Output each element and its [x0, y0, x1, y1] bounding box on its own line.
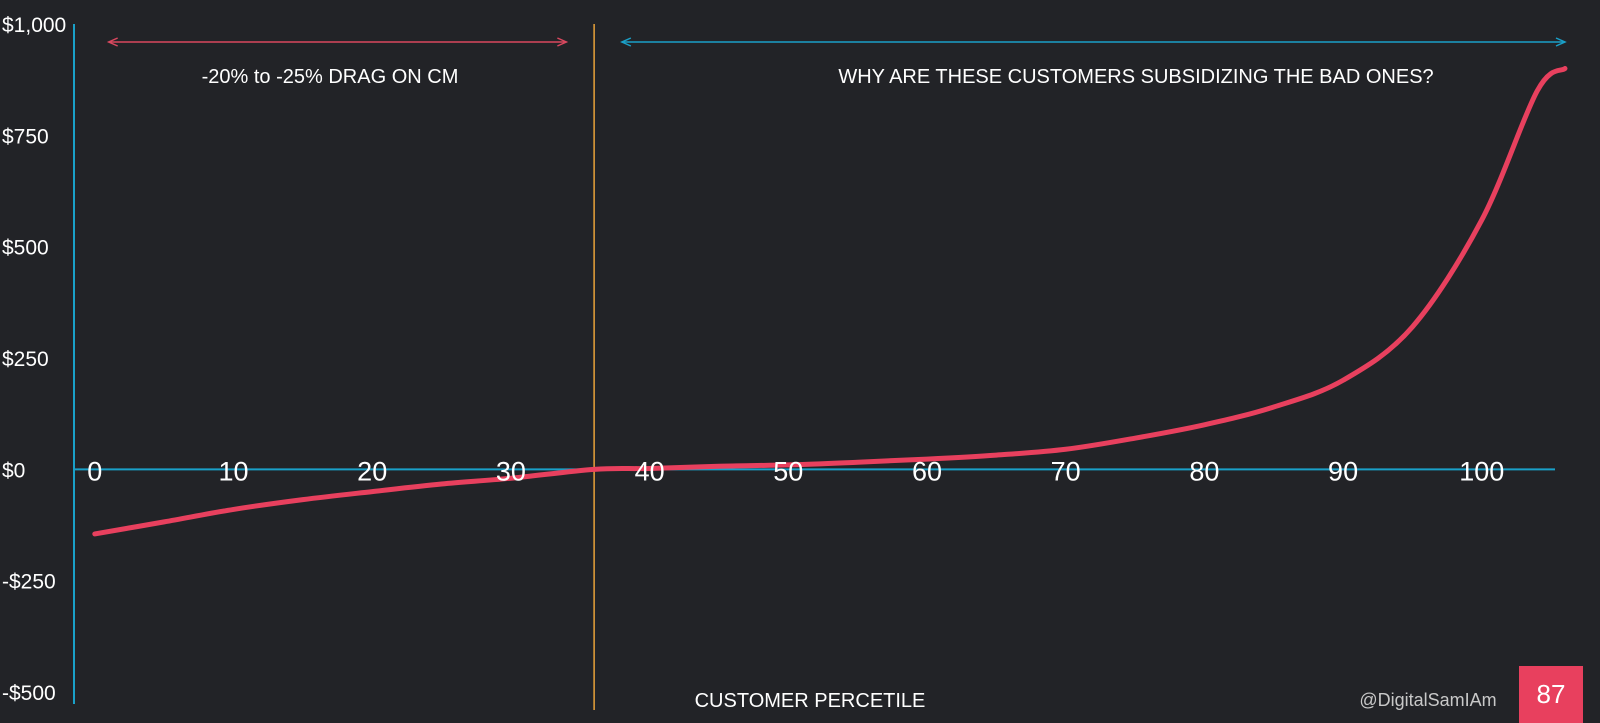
y-tick-label: $1,000 [2, 14, 66, 37]
x-tick-label: 60 [912, 456, 942, 486]
y-tick-label: $0 [2, 459, 25, 482]
author-handle: @DigitalSamIAm [1359, 690, 1496, 710]
right-range-arrow [620, 37, 1567, 47]
right-range-arrow-head-left [620, 37, 632, 47]
right-range-arrow-head-right [1555, 37, 1567, 47]
marks: 0 10 20 30 40 50 60 70 80 90 100 [87, 66, 1568, 537]
left-range-arrow [106, 37, 569, 47]
left-range-arrow-head-right [557, 37, 569, 47]
x-tick-label: 40 [635, 456, 665, 486]
x-tick-label: 0 [87, 456, 102, 486]
x-tick-label: 30 [496, 456, 526, 486]
x-tick-label: 10 [218, 456, 248, 486]
x-tick-label: 80 [1189, 456, 1219, 486]
x-axis-label: CUSTOMER PERCETILE [695, 690, 926, 712]
y-tick-label: $250 [2, 348, 49, 371]
x-tick-label: 20 [357, 456, 387, 486]
y-tick-label: $750 [2, 125, 49, 148]
y-tick-label: -$500 [2, 682, 56, 705]
axes: $1,000 $750 $500 $250 $0 -$250 -$500 [2, 14, 1567, 710]
left-range-arrow-head-left [106, 37, 118, 47]
x-tick-label: 50 [773, 456, 803, 486]
customer-value-curve [92, 66, 1568, 537]
y-tick-label: -$250 [2, 571, 56, 594]
annotations: -20% to -25% DRAG ON CM WHY ARE THESE CU… [202, 66, 1497, 712]
x-tick-label: 100 [1459, 456, 1504, 486]
right-annotation: WHY ARE THESE CUSTOMERS SUBSIDIZING THE … [838, 66, 1433, 88]
y-tick-label: $500 [2, 237, 49, 260]
left-annotation: -20% to -25% DRAG ON CM [202, 66, 459, 88]
x-tick-label: 70 [1051, 456, 1081, 486]
page-number-badge: 87 [1519, 666, 1583, 723]
x-tick-label: 90 [1328, 456, 1358, 486]
